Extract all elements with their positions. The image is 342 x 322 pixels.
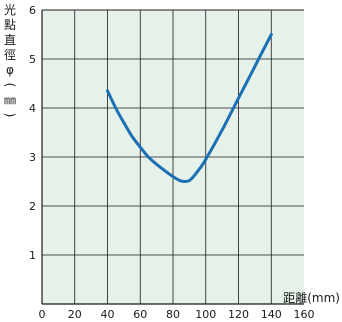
- y-axis-label-char-7: ): [3, 113, 17, 118]
- x-tick-label-60: 60: [133, 308, 147, 321]
- x-tick-label-40: 40: [101, 308, 115, 321]
- y-axis-label-char-1: 點: [4, 18, 16, 32]
- x-tick-label-100: 100: [195, 308, 216, 321]
- y-axis-label-char-3: 徑: [4, 48, 16, 62]
- y-axis-label-char-0: 光: [4, 3, 16, 17]
- x-tick-label-0: 0: [39, 308, 46, 321]
- y-axis-label-char-2: 直: [4, 33, 16, 47]
- x-axis-label: 距離(mm): [283, 291, 340, 305]
- x-tick-label-140: 140: [261, 308, 282, 321]
- y-axis-label-char-4: φ: [6, 63, 14, 77]
- y-tick-label-6: 6: [29, 4, 36, 17]
- y-tick-label-2: 2: [29, 200, 36, 213]
- x-tick-label-20: 20: [68, 308, 82, 321]
- x-tick-label-120: 120: [228, 308, 249, 321]
- x-tick-label-160: 160: [294, 308, 315, 321]
- x-tick-label-80: 80: [166, 308, 180, 321]
- y-axis-label-char-5: (: [3, 83, 17, 88]
- series-line-0: [106, 33, 273, 183]
- y-axis-label-char-6: ㎜: [4, 93, 16, 107]
- y-tick-label-4: 4: [29, 102, 36, 115]
- y-tick-label-3: 3: [29, 151, 36, 164]
- y-tick-label-5: 5: [29, 53, 36, 66]
- y-tick-label-1: 1: [29, 249, 36, 262]
